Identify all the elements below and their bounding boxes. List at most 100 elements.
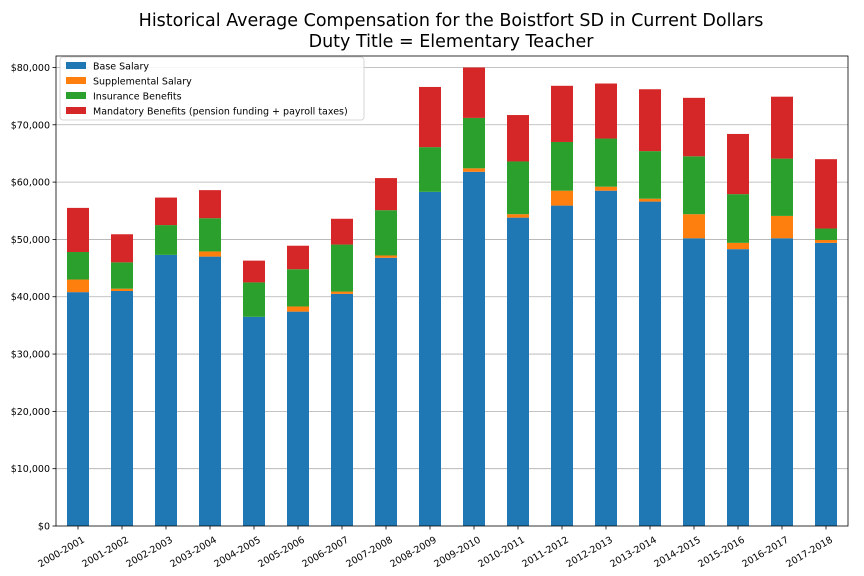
bar-segment — [507, 217, 529, 526]
y-tick-label: $60,000 — [11, 178, 50, 189]
bar-segment — [331, 291, 353, 294]
bar-segment — [243, 282, 265, 317]
bar-segment — [199, 218, 221, 252]
legend: Base Salary Supplemental Salary Insurance … — [59, 56, 365, 121]
bar-segment — [111, 262, 133, 289]
bar-segment — [375, 255, 397, 258]
bar-segment — [463, 67, 485, 118]
y-tick-label: $40,000 — [11, 292, 50, 303]
bar-segment — [199, 251, 221, 257]
bar-segment — [595, 190, 617, 526]
bar-segment — [287, 245, 309, 270]
bar-segment — [771, 238, 793, 526]
x-tick-label: 2017-2018 — [784, 535, 834, 570]
bar-segment — [199, 190, 221, 219]
legend-entry: Base Salary — [93, 62, 149, 73]
bar-segment — [111, 288, 133, 291]
bar-segment — [551, 205, 573, 526]
bar-segment — [67, 252, 89, 280]
legend-entry: Supplemental Salary — [93, 77, 192, 88]
bar-segment — [463, 117, 485, 169]
bar-segment — [331, 244, 353, 292]
x-tick-label: 2001-2002 — [80, 535, 130, 570]
bar-segment — [727, 133, 749, 195]
bar-segment — [683, 156, 705, 215]
gridlines — [56, 67, 848, 470]
legend-swatch — [66, 92, 86, 99]
x-tick-label: 2016-2017 — [740, 535, 790, 570]
bar-segment — [155, 254, 177, 526]
x-tick-label: 2011-2012 — [520, 535, 570, 570]
legend-swatch — [66, 62, 86, 69]
bar-segment — [639, 198, 661, 202]
bar-segment — [463, 168, 485, 172]
x-axis: 2000-20012001-20022002-20032003-20042004… — [36, 526, 835, 570]
y-tick-label: $30,000 — [11, 350, 50, 361]
x-tick-label: 2013-2014 — [608, 535, 658, 570]
bar-segment — [375, 257, 397, 526]
bar-segment — [287, 306, 309, 312]
bar-segment — [507, 214, 529, 218]
bar-segment — [683, 97, 705, 157]
bar-segment — [507, 115, 529, 162]
bar-segment — [67, 292, 89, 526]
y-tick-label: $80,000 — [11, 63, 50, 74]
x-tick-label: 2010-2011 — [476, 535, 526, 570]
bar-segment — [595, 83, 617, 139]
y-tick-label: $10,000 — [11, 464, 50, 475]
x-tick-label: 2004-2005 — [212, 535, 262, 570]
bar-segment — [419, 86, 441, 148]
plot-frame — [55, 55, 849, 527]
bar-segment — [67, 279, 89, 293]
legend-swatch — [66, 77, 86, 84]
bar-segment — [683, 214, 705, 239]
y-tick-label: $70,000 — [11, 120, 50, 131]
x-tick-label: 2003-2004 — [168, 535, 218, 570]
bar-segment — [67, 207, 89, 253]
bar-segment — [331, 293, 353, 526]
bar-segment — [111, 291, 133, 526]
y-axis: $0 $10,000 $20,000 $30,000 $40,000 $50,000 $60… — [11, 63, 56, 533]
x-tick-label: 2002-2003 — [124, 535, 174, 570]
bar-segment — [243, 260, 265, 283]
bar-segment — [375, 210, 397, 256]
x-tick-label: 2005-2006 — [256, 535, 306, 570]
bar-segment — [419, 191, 441, 526]
bars — [67, 67, 837, 527]
bar-segment — [639, 201, 661, 526]
bar-segment — [595, 138, 617, 187]
bar-segment — [551, 85, 573, 142]
bar-segment — [595, 186, 617, 191]
x-tick-label: 2015-2016 — [696, 535, 746, 570]
bar-segment — [727, 249, 749, 526]
chart-subtitle: Duty Title = Elementary Teacher — [309, 32, 595, 52]
legend-swatch — [66, 107, 86, 114]
x-tick-label: 2012-2013 — [564, 535, 614, 570]
bar-segment — [419, 147, 441, 192]
chart-title: Historical Average Compensation for the … — [139, 11, 764, 31]
x-tick-label: 2000-2001 — [36, 535, 86, 570]
legend-entry: Mandatory Benefits (pension funding + pa… — [93, 107, 348, 118]
x-tick-label: 2006-2007 — [300, 535, 350, 570]
x-tick-label: 2009-2010 — [432, 535, 482, 570]
x-tick-label: 2014-2015 — [652, 535, 702, 570]
bar-segment — [771, 158, 793, 216]
bar-segment — [639, 89, 661, 152]
bar-segment — [155, 197, 177, 226]
bar-segment — [639, 151, 661, 199]
bar-segment — [199, 256, 221, 526]
y-tick-label: $50,000 — [11, 235, 50, 246]
x-tick-label: 2007-2008 — [344, 535, 394, 570]
bar-segment — [551, 190, 573, 206]
bar-segment — [463, 171, 485, 526]
bar-segment — [375, 178, 397, 211]
y-tick-label: $0 — [38, 522, 50, 533]
bar-segment — [815, 242, 837, 527]
bar-segment — [111, 234, 133, 263]
legend-entry: Insurance Benefits — [93, 92, 182, 103]
bar-segment — [771, 96, 793, 159]
bar-segment — [551, 141, 573, 191]
bar-segment — [727, 194, 749, 243]
bar-segment — [287, 269, 309, 307]
